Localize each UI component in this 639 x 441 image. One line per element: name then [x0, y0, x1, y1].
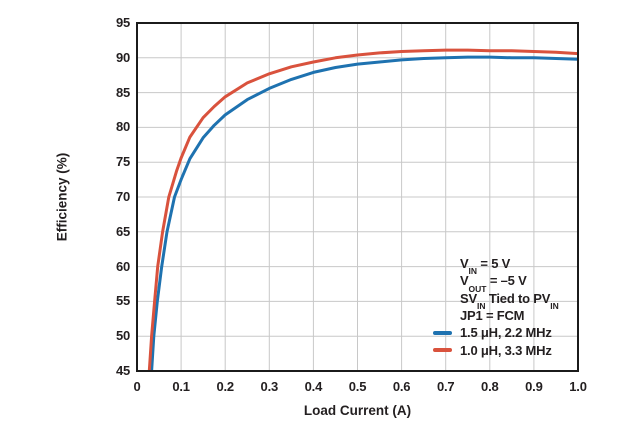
- x-tick-label: 0.8: [481, 379, 499, 394]
- x-tick-label: 0.3: [260, 379, 279, 394]
- legend-text: 1.5 μH, 2.2 MHz: [460, 325, 552, 341]
- x-tick-label: 0.1: [172, 379, 190, 394]
- y-tick-label: 80: [115, 119, 130, 135]
- y-tick-label: 45: [115, 363, 130, 378]
- x-tick-label: 0.9: [525, 379, 543, 394]
- blue-series-swatch-icon: [433, 331, 452, 335]
- legend-condition-row: VIN = 5 V: [433, 255, 559, 277]
- y-tick-label: 95: [115, 15, 130, 30]
- legend-text: VIN = 5 V: [460, 256, 511, 277]
- legend: VIN = 5 V VOUT = –5 V SVIN Tied to PVIN JP1…: [433, 255, 559, 359]
- legend-line-swatch: [433, 331, 460, 335]
- y-axis-title: Efficiency (%): [54, 152, 70, 242]
- y-tick-label: 65: [115, 223, 130, 239]
- y-tick-label: 60: [115, 258, 130, 274]
- y-tick-label: 75: [115, 154, 130, 170]
- legend-series-row: 1.5 μH, 2.2 MHz: [433, 324, 559, 341]
- y-tick-label: 85: [115, 84, 130, 100]
- x-tick-label: 0.6: [392, 379, 411, 394]
- x-tick-label: 0: [133, 379, 141, 394]
- x-axis-title: Load Current (A): [303, 403, 412, 418]
- legend-condition-row: JP1 = FCM: [433, 307, 559, 324]
- legend-text: JP1 = FCM: [460, 308, 525, 324]
- y-tick-label: 50: [115, 328, 130, 344]
- y-tick-label: 55: [115, 293, 130, 309]
- legend-line-swatch: [433, 348, 460, 352]
- x-tick-label: 0.4: [304, 379, 323, 394]
- red-series-swatch-icon: [433, 348, 452, 352]
- y-tick-label: 90: [115, 49, 130, 65]
- legend-text: 1.0 μH, 3.3 MHz: [460, 342, 552, 358]
- x-tick-label: 0.5: [348, 379, 367, 394]
- x-tick-label: 0.2: [216, 379, 234, 394]
- x-tick-label: 1.0: [569, 379, 587, 394]
- legend-text: VOUT = –5 V: [460, 273, 527, 294]
- legend-text: SVIN Tied to PVIN: [460, 290, 559, 311]
- legend-series-row: 1.0 μH, 3.3 MHz: [433, 341, 559, 358]
- y-tick-label: 70: [115, 189, 130, 204]
- legend-condition-row: SVIN Tied to PVIN: [433, 290, 559, 311]
- legend-condition-row: VOUT = –5 V: [433, 272, 559, 294]
- x-tick-label: 0.7: [436, 379, 455, 394]
